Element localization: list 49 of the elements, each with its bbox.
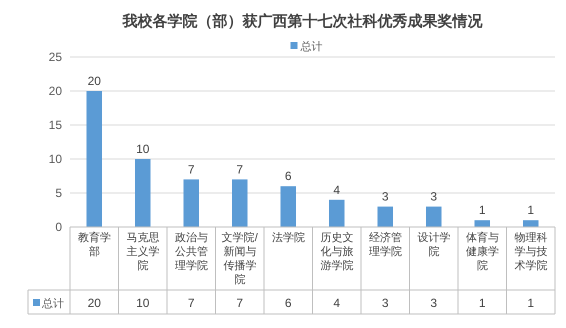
text: 6 bbox=[284, 296, 292, 310]
x-tick-label: 体育与健康学院 bbox=[466, 231, 499, 272]
y-tick-label: 5 bbox=[55, 186, 62, 200]
text: 7 bbox=[236, 296, 244, 310]
data-label: 4 bbox=[333, 182, 340, 197]
x-tick-label: 物理科学与技术学院 bbox=[514, 232, 548, 272]
text: 3 bbox=[382, 296, 389, 310]
text: 总计 bbox=[42, 298, 64, 310]
bar bbox=[474, 220, 490, 227]
data-label: 3 bbox=[430, 190, 438, 204]
x-tick-label: 马克思主义学院 bbox=[126, 231, 160, 272]
text: 20 bbox=[88, 296, 102, 310]
text: 3 bbox=[430, 296, 438, 310]
text: 1 bbox=[527, 296, 534, 310]
bar bbox=[134, 159, 151, 227]
x-tick-label: 历史文化与旅游学院 bbox=[320, 231, 354, 272]
data-label: 7 bbox=[188, 162, 195, 176]
data-label: 6 bbox=[284, 169, 292, 184]
y-tick-label: 20 bbox=[48, 84, 62, 98]
bar bbox=[328, 200, 345, 227]
bar bbox=[280, 186, 296, 227]
data-label: 1 bbox=[527, 203, 534, 218]
bar bbox=[86, 91, 102, 227]
text: 10 bbox=[136, 296, 150, 310]
bar bbox=[232, 179, 248, 227]
bar bbox=[522, 220, 539, 227]
x-tick-label: 教育学部 bbox=[78, 231, 111, 258]
data-label: 3 bbox=[382, 190, 389, 204]
text: 4 bbox=[333, 296, 340, 310]
bar bbox=[426, 206, 442, 227]
y-tick-label: 0 bbox=[55, 220, 62, 234]
legend-label: 总计 bbox=[300, 40, 322, 53]
x-tick-label: 经济管理学院 bbox=[368, 231, 402, 258]
y-tick-label: 10 bbox=[48, 152, 62, 166]
data-label: 1 bbox=[478, 203, 486, 218]
x-tick-label: 法学院 bbox=[272, 231, 305, 244]
y-tick-label: 15 bbox=[48, 118, 62, 132]
data-label: 10 bbox=[136, 142, 150, 156]
chart-title: 我校各学院（部）获广西第十七次社科优秀成果奖情况 bbox=[122, 12, 484, 30]
bar bbox=[377, 206, 394, 227]
x-tick-label: 文学院/新闻与传播学院 bbox=[222, 231, 259, 286]
data-label: 20 bbox=[88, 74, 102, 88]
text: 7 bbox=[188, 296, 195, 310]
x-tick-label: 设计学院 bbox=[417, 231, 450, 258]
data-label: 7 bbox=[236, 162, 244, 176]
y-tick-label: 25 bbox=[48, 50, 62, 64]
x-tick-label: 政治与公共管理学院 bbox=[174, 231, 208, 272]
bar bbox=[183, 179, 200, 227]
text: 1 bbox=[478, 296, 486, 310]
